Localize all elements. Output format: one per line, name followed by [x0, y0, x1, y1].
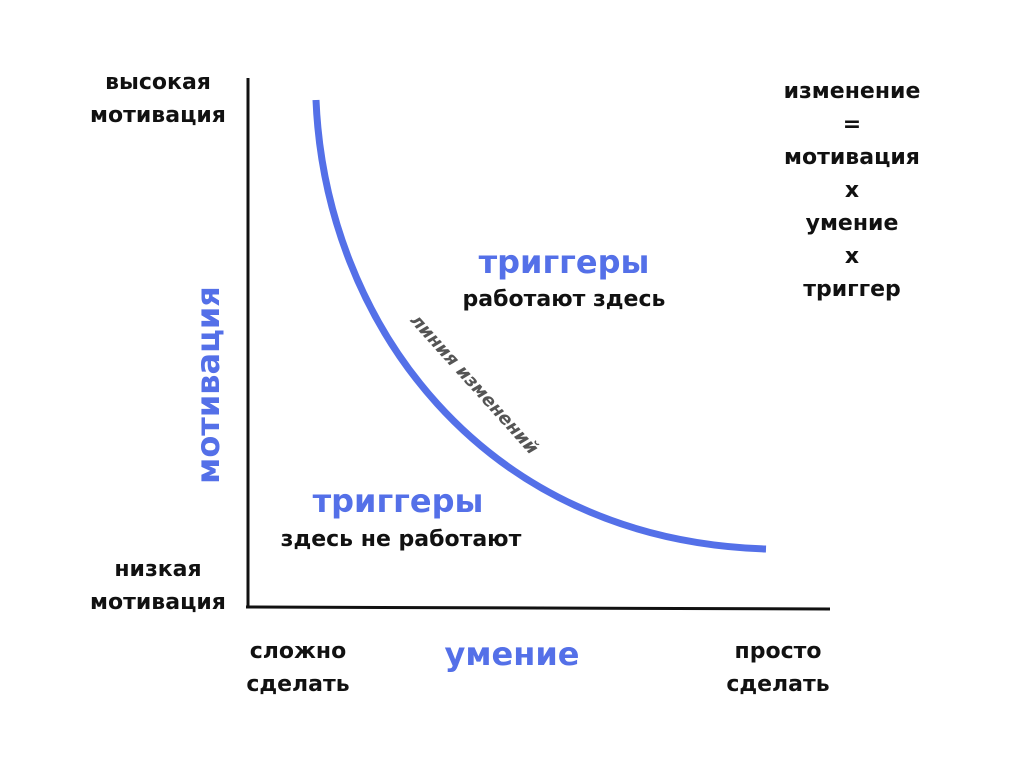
formula-term-ability: умение [805, 211, 899, 236]
formula-times-2: x [844, 244, 860, 269]
formula-equals: = [842, 112, 862, 137]
hard-to-do-line-1: сложно [249, 639, 347, 664]
easy-to-do-label: просто сделать [708, 635, 848, 701]
easy-to-do-line-1: просто [734, 639, 822, 664]
change-line-curve [312, 99, 767, 553]
hard-to-do-label: сложно сделать [228, 635, 368, 701]
high-motivation-line-2: мотивация [90, 103, 226, 128]
formula-term-change: изменение [783, 79, 921, 104]
y-axis-title: мотивация [189, 286, 227, 484]
easy-to-do-line-2: сделать [726, 672, 830, 697]
zone-above-subtitle: работают здесь [462, 287, 666, 312]
zone-above-title: триггеры [478, 243, 650, 281]
x-axis-title: умение [444, 635, 580, 673]
high-motivation-label: высокая мотивация [78, 66, 238, 132]
low-motivation-line-2: мотивация [90, 590, 226, 615]
high-motivation-line-1: высокая [105, 70, 211, 95]
formula-times-1: x [844, 178, 860, 203]
zone-below-title: триггеры [312, 482, 484, 520]
formula: изменение = мотивация x умение x триггер [772, 75, 932, 306]
formula-term-trigger: триггер [803, 277, 901, 302]
formula-term-motivation: мотивация [784, 145, 920, 170]
zone-below-subtitle: здесь не работают [280, 527, 522, 552]
low-motivation-label: низкая мотивация [78, 553, 238, 619]
low-motivation-line-1: низкая [114, 557, 202, 582]
hard-to-do-line-2: сделать [246, 672, 350, 697]
x-axis-line [245, 605, 831, 611]
